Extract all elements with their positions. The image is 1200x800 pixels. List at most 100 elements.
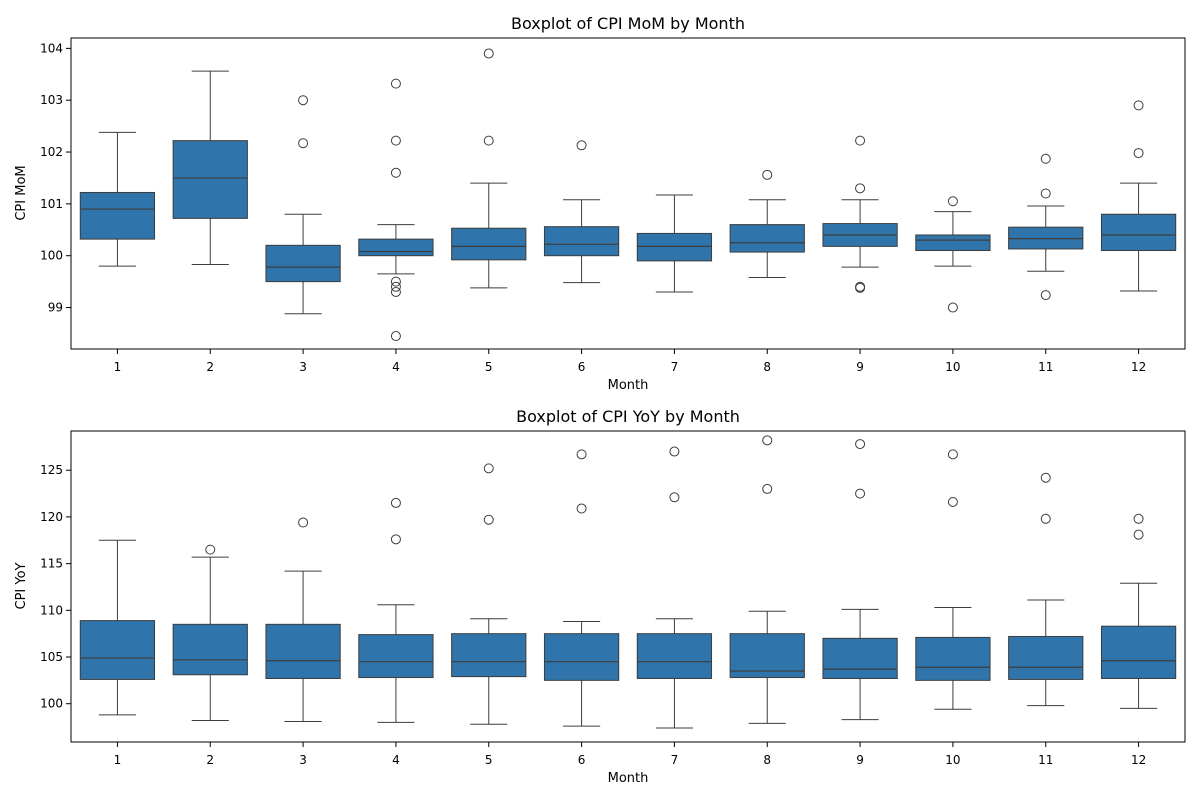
outlier-point	[390, 78, 401, 89]
y-tick-label: 104	[40, 41, 63, 55]
y-axis-label: CPI YoY	[14, 562, 29, 609]
y-tick-label: 100	[40, 697, 63, 711]
outlier-point	[483, 514, 494, 525]
x-tick-label: 4	[392, 753, 400, 767]
y-tick-label: 110	[40, 603, 63, 617]
x-tick-label: 11	[1038, 360, 1053, 374]
y-tick-label: 125	[40, 463, 63, 477]
outlier-point	[390, 331, 401, 342]
cpi-yoy-subplot: Boxplot of CPI YoY by Month Month CPI Yo…	[14, 407, 1186, 786]
outlier-point	[390, 167, 401, 178]
box	[636, 633, 713, 679]
x-tick-label: 8	[763, 753, 771, 767]
box	[915, 234, 991, 252]
outlier-point	[1133, 148, 1144, 159]
box	[451, 633, 527, 678]
x-tick-label: 11	[1038, 753, 1053, 767]
box	[729, 224, 805, 253]
x-tick-label: 9	[856, 753, 864, 767]
outlier-point	[947, 302, 958, 313]
x-axis-label: Month	[608, 378, 649, 393]
y-axis-label: CPI MoM	[14, 165, 29, 220]
box	[265, 244, 341, 283]
outlier-point	[855, 282, 866, 293]
x-tick-label: 7	[671, 753, 679, 767]
outlier-point	[298, 517, 309, 528]
outlier-point	[390, 135, 401, 146]
outlier-point	[390, 276, 401, 287]
outlier-point	[1040, 472, 1051, 483]
y-tick-label: 105	[40, 650, 63, 664]
box	[358, 634, 434, 679]
x-tick-label: 10	[945, 753, 960, 767]
x-tick-label: 9	[856, 360, 864, 374]
box	[79, 191, 156, 240]
chart-title: Boxplot of CPI YoY by Month	[516, 407, 740, 426]
box	[636, 232, 713, 262]
y-tick-label: 102	[40, 145, 63, 159]
outlier-point	[1040, 188, 1051, 199]
outlier-point	[483, 463, 494, 474]
x-tick-label: 5	[485, 360, 493, 374]
x-tick-label: 4	[392, 360, 400, 374]
outlier-point	[762, 169, 773, 180]
box	[822, 637, 898, 679]
box	[543, 226, 620, 257]
outlier-point	[669, 492, 680, 503]
outlier-point	[855, 439, 866, 450]
x-tick-label: 3	[299, 753, 307, 767]
x-tick-label: 12	[1131, 360, 1146, 374]
y-tick-label: 120	[40, 510, 63, 524]
outlier-point	[298, 95, 309, 106]
outlier-point	[298, 138, 309, 149]
box	[451, 227, 527, 261]
outlier-point	[390, 281, 401, 292]
box	[729, 633, 805, 679]
outlier-point	[205, 544, 216, 555]
outlier-point	[1040, 153, 1051, 164]
x-tick-label: 3	[299, 360, 307, 374]
box	[1100, 213, 1177, 252]
outlier-point	[483, 48, 494, 59]
outlier-point	[1040, 290, 1051, 301]
y-tick-label: 103	[40, 93, 63, 107]
x-tick-label: 7	[671, 360, 679, 374]
y-tick-label: 101	[40, 197, 63, 211]
outlier-point	[1133, 513, 1144, 524]
box	[1008, 635, 1084, 680]
outlier-point	[762, 483, 773, 494]
outlier-point	[390, 497, 401, 508]
chart-title: Boxplot of CPI MoM by Month	[511, 14, 745, 33]
outlier-point	[947, 496, 958, 507]
outlier-point	[576, 140, 587, 151]
box	[358, 238, 434, 257]
x-tick-label: 8	[763, 360, 771, 374]
axes-frame	[70, 37, 1186, 350]
box	[79, 620, 156, 680]
outlier-point	[762, 435, 773, 446]
box	[1100, 625, 1177, 679]
x-tick-label: 2	[206, 360, 214, 374]
outlier-point	[576, 449, 587, 460]
outlier-point	[947, 196, 958, 207]
x-tick-label: 1	[114, 753, 122, 767]
y-tick-label: 99	[48, 301, 63, 315]
x-tick-label: 6	[578, 753, 586, 767]
outlier-point	[855, 488, 866, 499]
outlier-point	[576, 503, 587, 514]
y-tick-label: 115	[40, 557, 63, 571]
box	[265, 623, 341, 679]
cpi-mom-subplot: Boxplot of CPI MoM by Month Month CPI Mo…	[14, 14, 1186, 393]
axes-frame	[70, 430, 1186, 743]
outlier-point	[669, 446, 680, 457]
x-tick-label: 1	[114, 360, 122, 374]
outlier-point	[1133, 529, 1144, 540]
outlier-point	[855, 183, 866, 194]
box	[915, 636, 991, 681]
x-tick-label: 5	[485, 753, 493, 767]
x-tick-label: 2	[206, 753, 214, 767]
x-axis-label: Month	[608, 771, 649, 786]
